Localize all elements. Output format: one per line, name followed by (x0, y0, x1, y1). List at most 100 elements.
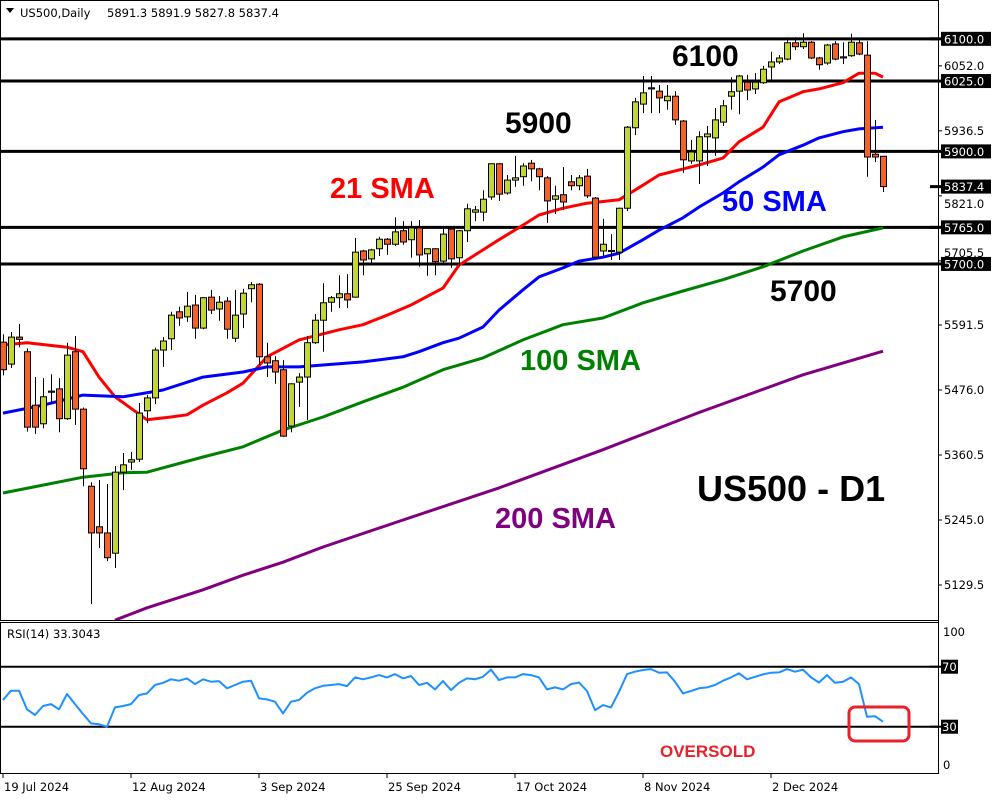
level-5700-label: 5700.0 (944, 257, 984, 271)
candle-body-bull (848, 41, 855, 57)
sma-line-21 (2, 71, 884, 422)
candle-body-bull (504, 179, 511, 194)
candle (552, 185, 559, 214)
candle-body-bull (456, 230, 463, 259)
candle (848, 33, 855, 57)
candle-body-bull (520, 165, 527, 178)
candle-body-bull (144, 397, 151, 412)
candle (152, 347, 159, 405)
price-tick-label: 5821.0 (944, 197, 984, 211)
candle (176, 306, 183, 326)
oversold-highlight-box (847, 705, 911, 743)
candle-body-bull (840, 56, 847, 59)
candle (600, 218, 607, 257)
candle (104, 483, 111, 562)
candle-body-bull (800, 41, 807, 48)
candle-body-bear (344, 293, 351, 301)
candle-body-bear (104, 532, 111, 559)
candle (224, 297, 231, 339)
candle (448, 227, 455, 268)
triangle-down-icon[interactable] (6, 8, 14, 13)
level-5900-box (941, 144, 991, 159)
candle (256, 283, 263, 366)
candle-body-bull (664, 95, 671, 102)
candle-body-bull (336, 293, 343, 299)
level-5900-label: 5900.0 (944, 145, 984, 159)
candle (720, 100, 727, 127)
candle-body-bull (376, 238, 383, 250)
candle-body-bull (216, 301, 223, 310)
candle-body-bull (512, 177, 519, 181)
candle (312, 314, 319, 344)
candle (40, 378, 47, 429)
annotation-50-sma: 50 SMA (722, 186, 827, 218)
candle (728, 77, 735, 110)
candle (624, 126, 631, 212)
rsi-panel-frame (0, 622, 939, 774)
price-tick-label: 5936.5 (944, 124, 984, 138)
candle-body-bull (160, 340, 167, 351)
candle-body-bear (24, 351, 31, 428)
candle (456, 230, 463, 267)
candle-body-bull (440, 233, 447, 262)
candle (488, 163, 495, 200)
candle-body-bull (240, 292, 247, 315)
candle-body-bull (168, 314, 175, 340)
candle-body-bull (464, 208, 471, 232)
candle (368, 248, 375, 266)
candle-body-bear (1, 341, 7, 371)
candle (528, 159, 535, 182)
date-tick-label: 25 Sep 2024 (388, 780, 461, 794)
candle-body-bull (40, 396, 47, 425)
candle (672, 91, 679, 125)
annotation-us500-d1: US500 - D1 (697, 468, 885, 509)
price-tick-label: 5705.5 (944, 246, 984, 260)
candle-body-bull (120, 464, 127, 473)
candle (376, 236, 383, 257)
candle (184, 292, 191, 322)
candle (136, 402, 143, 463)
candle (424, 248, 431, 276)
candle-body-bull (624, 126, 631, 209)
candle (616, 207, 623, 260)
candle (712, 108, 719, 156)
candle-body-bear (56, 388, 63, 420)
date-tick-label: 2 Dec 2024 (772, 780, 838, 794)
candle (304, 335, 311, 420)
candle (96, 480, 103, 549)
candle-body-bear (792, 42, 799, 48)
candle-body-bull (752, 81, 759, 90)
candle-body-bear (264, 356, 271, 364)
candle (400, 221, 407, 245)
candle (16, 324, 23, 348)
current-price-box (941, 179, 991, 194)
candle (120, 453, 127, 491)
candle-body-bull (232, 314, 239, 339)
main-plot (1, 33, 938, 620)
annotation-5900: 5900 (505, 107, 572, 140)
candle (640, 75, 647, 114)
candle-body-bull (424, 248, 431, 255)
candle-body-bull (576, 177, 583, 187)
candle (416, 220, 423, 267)
candle-body-bear (176, 311, 183, 319)
candle-body-bull (128, 459, 135, 463)
candle-body-bull (392, 231, 399, 245)
candle (88, 482, 95, 604)
price-tick-label: 5245.0 (944, 513, 984, 527)
candle (264, 342, 271, 378)
candle (592, 196, 599, 258)
candle (688, 140, 695, 164)
candle-body-bear (544, 177, 551, 202)
candle-body-bear (584, 175, 591, 197)
candle (160, 337, 167, 367)
candle-body-bear (96, 526, 103, 534)
candle-body-bull (704, 133, 711, 138)
candle-body-bear (400, 230, 407, 243)
price-tick-label: 5591.5 (944, 318, 984, 332)
candle (648, 75, 655, 114)
candle (144, 395, 151, 424)
price-tick-label: 6052.0 (944, 59, 984, 73)
chart-ohlc: 5891.3 5891.9 5827.8 5837.4 (107, 6, 279, 20)
